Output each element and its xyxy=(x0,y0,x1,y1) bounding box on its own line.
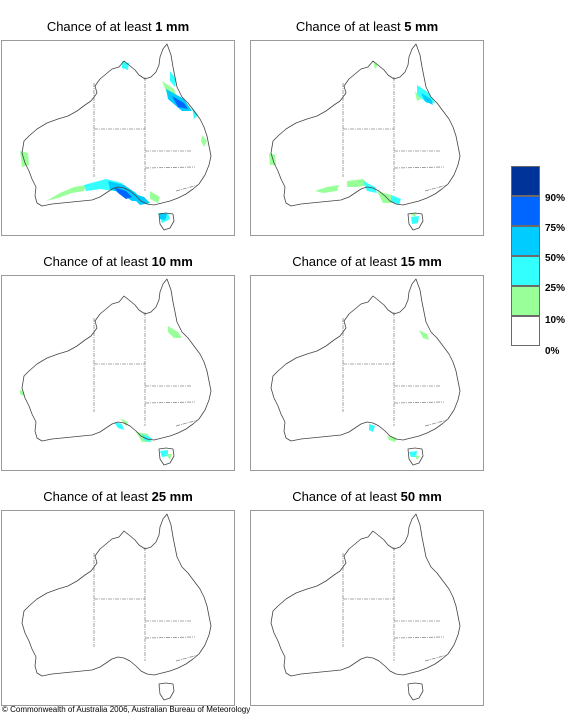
legend-swatch-75 xyxy=(511,196,540,226)
legend-label: 50% xyxy=(545,253,566,264)
australia-map-svg xyxy=(270,513,461,701)
rainfall-probability-area xyxy=(387,436,397,442)
legend-swatch-10 xyxy=(511,286,540,316)
coastline-tasmania xyxy=(407,447,424,466)
legend-label: 25% xyxy=(545,283,566,294)
australia-map-svg xyxy=(21,513,212,701)
rainfall-probability-area xyxy=(369,424,375,432)
rainfall-probability-area xyxy=(160,213,167,220)
probability-legend: 90% 75% 50% 25% 10% 0% xyxy=(511,166,570,357)
panel-title: Chance of at least 25 mm xyxy=(43,489,193,504)
rainfall-probability-area xyxy=(142,434,152,442)
state-border xyxy=(424,184,448,192)
rainfall-probability-area xyxy=(347,179,369,187)
legend-label: 10% xyxy=(545,315,566,326)
legend-swatch-0 xyxy=(511,316,540,346)
state-border xyxy=(144,401,196,404)
rainfall-probability-area xyxy=(411,216,419,224)
rainfall-probability-area xyxy=(415,91,421,101)
australia-map xyxy=(250,510,484,706)
rainfall-probability-area xyxy=(391,195,401,205)
state-border xyxy=(175,654,199,662)
rainfall-probability-area xyxy=(363,181,377,193)
rainfall-probability-area xyxy=(166,89,192,111)
rainfall-probability-area xyxy=(419,330,429,340)
panel-title: Chance of at least 10 mm xyxy=(43,254,193,269)
australia-map xyxy=(250,275,484,471)
legend-swatch-25 xyxy=(511,256,540,286)
coastline-mainland xyxy=(270,43,461,207)
coastline-tasmania xyxy=(158,682,175,701)
australia-map-svg xyxy=(270,278,461,466)
panel-title: Chance of at least 1 mm xyxy=(46,19,190,34)
coastline-tasmania xyxy=(158,212,175,231)
state-border xyxy=(175,184,199,192)
rainfall-probability-area xyxy=(166,454,172,460)
australia-map-svg xyxy=(269,43,461,231)
legend-label: 90% xyxy=(545,193,566,204)
australia-map xyxy=(250,40,484,236)
rainfall-probability-area xyxy=(315,185,339,193)
state-border xyxy=(393,636,445,639)
panel-title: Chance of at least 15 mm xyxy=(292,254,442,269)
coastline-mainland xyxy=(270,513,461,677)
rainfall-probability-area xyxy=(421,93,433,105)
rainfall-probability-area xyxy=(409,213,417,217)
state-border xyxy=(175,419,199,427)
coastline-tasmania xyxy=(407,212,424,231)
rainfall-probability-area xyxy=(46,185,86,201)
rainfall-probability-area xyxy=(373,61,378,69)
coastline-tasmania xyxy=(407,682,424,701)
rainfall-probability-area xyxy=(415,455,420,460)
australia-map xyxy=(1,275,235,471)
coastline-tasmania xyxy=(158,447,175,466)
panel-title: Chance of at least 5 mm xyxy=(295,19,439,34)
coastline-mainland xyxy=(270,278,461,442)
legend-swatch-50 xyxy=(511,226,540,256)
australia-map-svg xyxy=(20,43,212,231)
panel-title: Chance of at least 50 mm xyxy=(292,489,442,504)
rainfall-probability-area xyxy=(114,187,132,199)
australia-map xyxy=(1,510,235,706)
rainfall-probability-area xyxy=(409,451,417,457)
rainfall-probability-area xyxy=(20,151,29,167)
rainfall-probability-area xyxy=(201,135,207,147)
rainfall-probability-area xyxy=(417,85,435,103)
state-border xyxy=(393,401,445,404)
copyright-notice: © Commonwealth of Australia 2006, Austra… xyxy=(2,705,251,714)
state-border xyxy=(144,166,196,169)
australia-map-svg xyxy=(20,278,212,466)
rainfall-probability-area xyxy=(170,71,176,87)
legend-label: 75% xyxy=(545,223,566,234)
coastline-mainland xyxy=(21,43,212,207)
rainfall-probability-area xyxy=(114,422,124,430)
rainfall-probability-area xyxy=(168,326,182,338)
coastline-mainland xyxy=(21,513,212,677)
rainfall-probability-area xyxy=(172,96,188,109)
australia-map xyxy=(1,40,235,236)
legend-label: 0% xyxy=(545,346,560,357)
coastline-mainland xyxy=(21,278,212,442)
rainfall-probability-area xyxy=(150,191,160,203)
state-border xyxy=(424,654,448,662)
state-border xyxy=(144,636,196,639)
legend-swatch-90 xyxy=(511,166,540,196)
state-border xyxy=(393,166,445,169)
state-border xyxy=(424,419,448,427)
rainfall-probability-area xyxy=(160,450,168,457)
